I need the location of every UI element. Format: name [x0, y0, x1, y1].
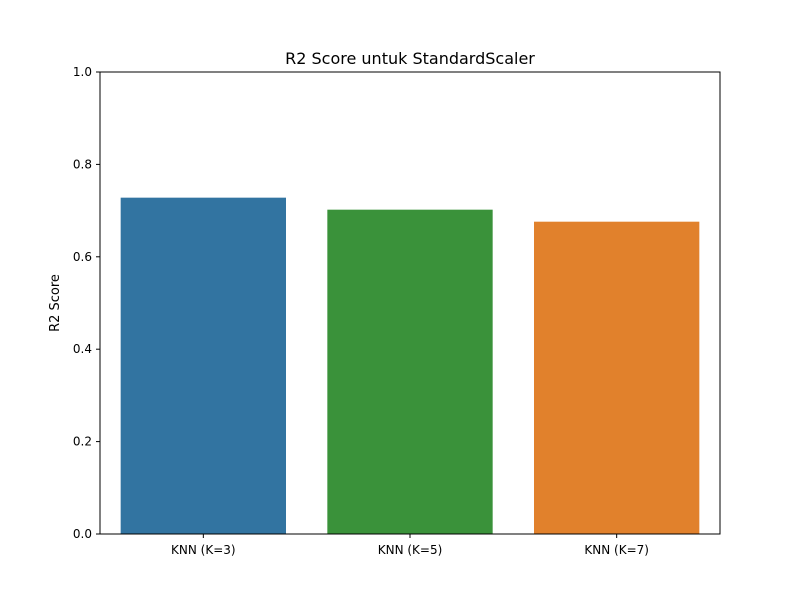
- bars-layer: [120, 197, 700, 535]
- plot-area-frame: [99, 71, 721, 535]
- y-tick-label-2: 0.2: [73, 435, 92, 449]
- y-tick-label-3: 0.4: [73, 342, 92, 356]
- bar-1: [120, 197, 287, 534]
- y-tick-label-1: 0.0: [73, 527, 92, 541]
- x-tick-label-1: KNN (K=3): [171, 543, 236, 557]
- y-tick-label-4: 0.6: [73, 250, 92, 264]
- x-tick-label-2: KNN (K=5): [378, 543, 443, 557]
- bar-2: [327, 209, 493, 534]
- y-tick-label-6: 1.0: [73, 65, 92, 79]
- chart-title: R2 Score untuk StandardScaler: [285, 49, 535, 68]
- y-tick-label-5: 0.8: [73, 157, 92, 171]
- x-axis-ticks: KNN (K=3) KNN (K=5) KNN (K=7): [171, 534, 649, 557]
- x-tick-label-3: KNN (K=7): [584, 543, 649, 557]
- y-axis-ticks: 0.0 0.2 0.4 0.6 0.8 1.0: [73, 65, 100, 541]
- y-axis-label: R2 Score: [48, 274, 63, 332]
- bar-3: [534, 221, 700, 535]
